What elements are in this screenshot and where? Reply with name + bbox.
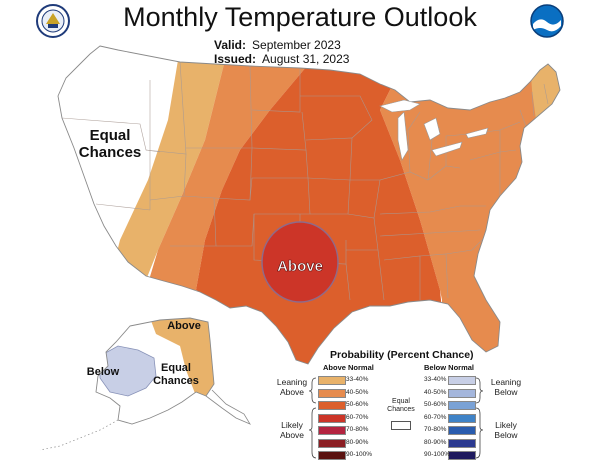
- conus-above-label: Above: [277, 258, 323, 275]
- valid-value: September 2023: [252, 38, 341, 52]
- below-swatch-6: [448, 438, 476, 448]
- legend-above-header: Above Normal: [323, 363, 374, 372]
- alaska-equal-label-1: Equal: [161, 362, 191, 374]
- below-bin-label-3: 50-60%: [424, 401, 447, 408]
- likely-above-line1: Likely: [281, 420, 303, 430]
- likely-above-label: Likely Above: [272, 420, 312, 440]
- valid-line: Valid: September 2023: [214, 38, 341, 52]
- above-bin-label-6: 80-90%: [346, 438, 369, 446]
- above-swatch-5: [318, 426, 346, 435]
- legend-below-header: Below Normal: [424, 363, 475, 372]
- below-swatch-3: [448, 401, 476, 410]
- leaning-above-line2: Above: [279, 387, 305, 397]
- valid-label: Valid:: [214, 38, 247, 52]
- alaska-below-label: Below: [87, 366, 120, 378]
- above-bin-label-1: 33-40%: [346, 376, 369, 383]
- above-bin-label-5: 70-80%: [346, 426, 369, 433]
- below-swatch-1: [448, 376, 476, 385]
- below-bin-label-5: 70-80%: [424, 426, 447, 433]
- equal-chances-swatch: [391, 421, 411, 430]
- above-bin-label-2: 40-50%: [346, 388, 369, 396]
- below-swatch-2: [448, 388, 476, 398]
- above-swatch-4: [318, 413, 346, 423]
- leaning-above-line1: Leaning: [276, 377, 308, 387]
- issued-value: August 31, 2023: [262, 52, 350, 66]
- above-bin-label-7: 90-100%: [346, 451, 373, 458]
- conus-equal-label-1: Equal: [90, 127, 131, 144]
- equal-chances-line1: Equal: [392, 398, 410, 405]
- below-bin-label-1: 33-40%: [424, 376, 447, 383]
- above-bin-label-4: 60-70%: [346, 413, 369, 421]
- likely-below-line2: Below: [494, 430, 518, 440]
- commerce-seal-icon: [36, 4, 70, 38]
- equal-chances-line2: Chances: [387, 406, 415, 413]
- conus-equal-label-2: Chances: [79, 144, 142, 161]
- equal-chances-legend-label: Equal Chances: [386, 398, 416, 414]
- leaning-below-line2: Below: [494, 387, 518, 397]
- above-swatch-1: [318, 376, 346, 385]
- likely-below-line1: Likely: [495, 420, 517, 430]
- noaa-logo-icon: [530, 4, 564, 38]
- below-swatch-4: [448, 413, 476, 423]
- alaska-above-label: Above: [167, 320, 201, 332]
- above-swatch-2: [318, 388, 346, 398]
- leaning-below-label: Leaning Below: [486, 377, 526, 397]
- below-bin-label-6: 80-90%: [424, 438, 447, 446]
- below-swatch-5: [448, 426, 476, 435]
- above-bin-label-3: 50-60%: [346, 401, 369, 408]
- issued-line: Issued: August 31, 2023: [214, 52, 349, 66]
- below-bin-label-2: 40-50%: [424, 388, 447, 396]
- above-swatch-3: [318, 401, 346, 410]
- above-swatch-6: [318, 438, 346, 448]
- below-bin-label-4: 60-70%: [424, 413, 447, 421]
- issued-label: Issued:: [214, 52, 257, 66]
- alaska-equal-label-2: Chances: [153, 375, 199, 387]
- legend-title: Probability (Percent Chance): [330, 349, 474, 361]
- likely-above-line2: Above: [279, 430, 305, 440]
- leaning-above-label: Leaning Above: [272, 377, 312, 397]
- below-bin-label-7: 90-100%: [424, 451, 451, 458]
- below-swatch-7: [448, 451, 476, 460]
- page-title: Monthly Temperature Outlook: [123, 2, 477, 32]
- likely-below-label: Likely Below: [486, 420, 526, 440]
- above-swatch-7: [318, 451, 346, 460]
- leaning-below-line1: Leaning: [490, 377, 522, 387]
